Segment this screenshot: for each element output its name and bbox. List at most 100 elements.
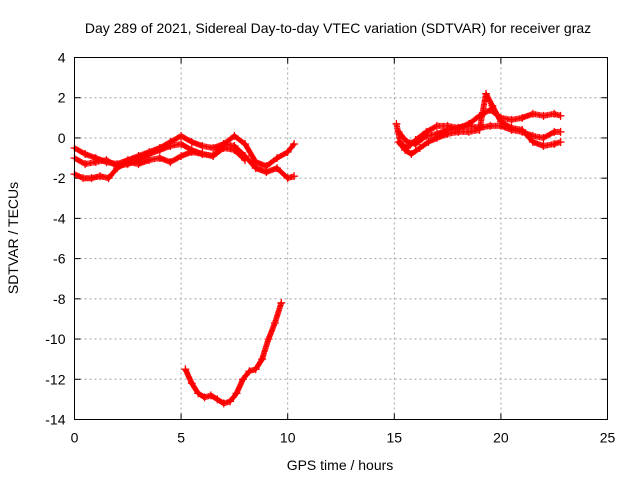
data-point: [432, 121, 441, 130]
data-point: [87, 174, 96, 183]
x-tick-label: 25: [600, 430, 616, 446]
data-point: [528, 131, 537, 140]
data-point: [166, 158, 175, 167]
data-point: [177, 152, 186, 161]
data-point: [251, 365, 260, 374]
y-tick-label: -12: [45, 371, 65, 387]
data-point: [181, 365, 190, 374]
data-point: [283, 148, 292, 157]
data-point: [539, 111, 548, 120]
data-point: [556, 127, 565, 136]
data-point: [187, 379, 196, 388]
data-point: [96, 172, 105, 181]
data-point: [219, 144, 228, 152]
x-tick-label: 20: [493, 430, 509, 446]
data-point: [155, 154, 164, 163]
data-point: [486, 121, 495, 130]
y-tick-label: 4: [58, 50, 66, 66]
data-point: [403, 137, 412, 146]
data-point: [394, 127, 403, 136]
data-point: [283, 174, 292, 183]
data-point: [290, 139, 299, 148]
data-point: [415, 144, 424, 152]
data-point: [187, 148, 196, 157]
y-tick-label: -14: [45, 412, 65, 428]
data-point: [177, 131, 186, 140]
data-point: [238, 375, 247, 384]
data-point: [424, 137, 433, 146]
data-point: [230, 146, 239, 155]
data-point: [496, 121, 505, 130]
y-tick-label: -2: [53, 170, 66, 186]
data-point: [91, 158, 100, 167]
data-point: [443, 125, 452, 134]
data-point: [177, 139, 186, 148]
data-point: [155, 146, 164, 155]
x-tick-label: 15: [387, 430, 403, 446]
data-point: [528, 109, 537, 118]
data-point: [81, 160, 90, 169]
data-point: [464, 121, 473, 130]
data-point: [550, 109, 559, 118]
y-tick-label: -4: [53, 210, 66, 226]
data-point: [507, 125, 516, 134]
data-point: [411, 139, 420, 148]
data-point: [200, 393, 209, 402]
data-point: [518, 113, 527, 122]
data-point: [209, 152, 218, 161]
data-point: [251, 164, 260, 173]
data-point: [81, 150, 90, 159]
data-point: [232, 389, 241, 398]
data-point: [539, 141, 548, 150]
data-point: [392, 119, 401, 128]
data-point: [262, 168, 271, 177]
data-point: [394, 137, 403, 146]
x-tick-label: 5: [177, 430, 185, 446]
chart-title: Day 289 of 2021, Sidereal Day-to-day VTE…: [85, 20, 591, 36]
series-layer: [70, 89, 565, 408]
data-point: [550, 139, 559, 148]
data-point: [206, 391, 215, 400]
data-point: [241, 156, 250, 165]
data-point: [213, 395, 222, 404]
data-point: [123, 158, 132, 167]
data-point: [400, 146, 409, 155]
data-point: [454, 123, 463, 132]
data-point: [194, 389, 203, 398]
y-axis-label: SDTVAR / TECUs: [5, 182, 21, 294]
data-point: [481, 89, 490, 98]
data-point: [209, 144, 218, 152]
x-tick-label: 0: [71, 430, 79, 446]
series-track-4: [181, 298, 286, 408]
data-point: [198, 150, 207, 159]
plot-frame: [74, 57, 608, 420]
data-point: [507, 115, 516, 124]
series-track-7: [394, 121, 565, 148]
data-point: [226, 397, 235, 406]
y-tick-label: 0: [58, 130, 66, 146]
data-point: [198, 141, 207, 150]
series-track-6: [394, 89, 565, 159]
data-point: [241, 139, 250, 148]
data-point: [230, 131, 239, 140]
data-point: [258, 355, 267, 364]
data-point: [187, 137, 196, 146]
data-point: [104, 174, 113, 183]
x-axis-label: GPS time / hours: [287, 457, 394, 473]
data-point: [475, 123, 484, 132]
data-point: [539, 133, 548, 142]
data-point: [270, 318, 279, 327]
y-tick-label: -6: [53, 251, 66, 267]
data-point: [79, 174, 88, 183]
y-tick-label: -10: [45, 331, 65, 347]
data-point: [102, 156, 111, 165]
data-point: [488, 101, 497, 110]
data-point: [134, 160, 143, 169]
y-tick-label: -8: [53, 291, 66, 307]
data-point: [556, 111, 565, 120]
data-point: [113, 164, 122, 173]
gridlines: [74, 57, 608, 420]
data-point: [166, 141, 175, 150]
data-point: [219, 399, 228, 408]
